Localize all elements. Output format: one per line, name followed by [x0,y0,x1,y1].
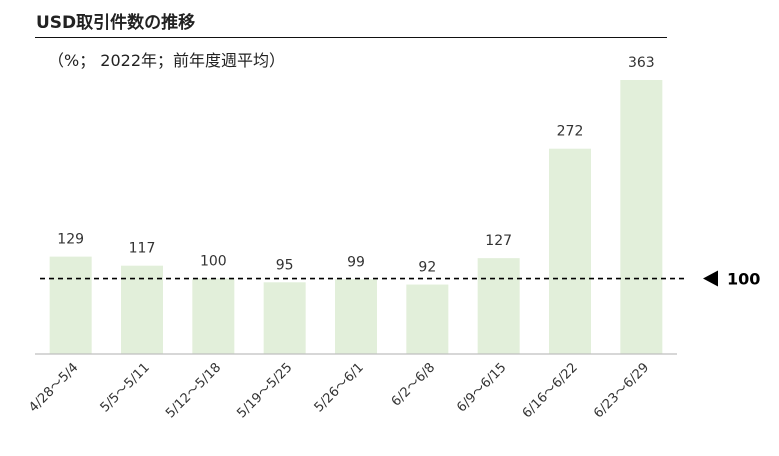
data-label-6: 127 [485,233,512,249]
bar-8 [620,80,663,354]
x-tick-label-2: 5/12～5/18 [163,360,224,421]
data-label-8: 363 [628,55,655,71]
chart-subtitle: （%； 2022年；前年度週平均） [48,51,286,70]
reference-arrow-icon [703,270,718,287]
bar-4 [335,279,377,354]
data-label-1: 117 [129,241,156,257]
bar-5 [406,284,449,354]
data-label-0: 129 [57,232,84,248]
x-tick-label-8: 6/23～6/29 [591,360,652,421]
x-tick-label-3: 5/19～5/25 [234,360,295,421]
title-underline [35,37,667,38]
bar-2 [192,278,235,354]
x-tick-label-7: 6/16～6/22 [520,360,581,421]
data-label-5: 92 [418,260,436,276]
chart-title: USD取引件数の推移 [36,13,196,33]
x-tick-label-5: 6/2～6/8 [389,360,438,409]
data-label-3: 95 [276,257,294,273]
bar-0 [49,256,92,354]
bar-7 [549,148,591,354]
bar-1 [121,265,163,354]
data-label-4: 99 [347,254,365,270]
bar-6 [477,258,520,354]
data-label-7: 272 [557,124,584,140]
x-tick-label-1: 5/5～5/11 [98,360,153,415]
x-tick-label-4: 5/26～6/1 [312,360,367,415]
reference-line-label: 100 [727,270,760,289]
x-tick-label-6: 6/9～6/15 [454,360,509,415]
data-label-2: 100 [200,254,227,270]
x-tick-label-0: 4/28～5/4 [26,360,81,415]
bar-3 [263,282,306,354]
